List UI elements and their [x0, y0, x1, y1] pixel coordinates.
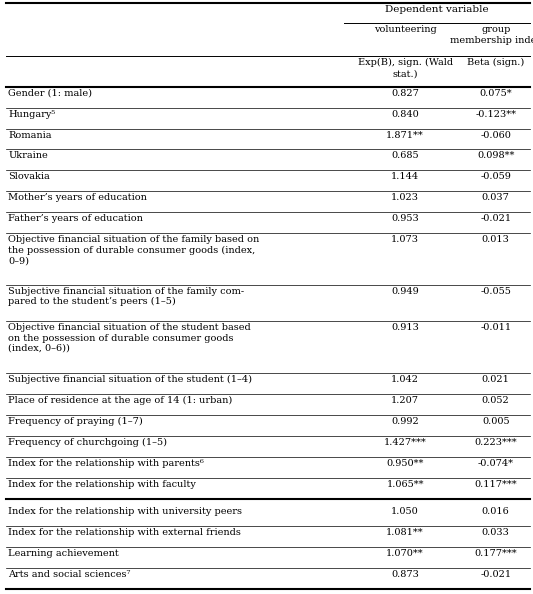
Text: 0.992: 0.992	[391, 417, 419, 426]
Text: -0.055: -0.055	[480, 287, 511, 296]
Text: 1.023: 1.023	[391, 193, 419, 203]
Text: Index for the relationship with external friends: Index for the relationship with external…	[8, 528, 241, 537]
Text: Index for the relationship with faculty: Index for the relationship with faculty	[8, 479, 196, 489]
Text: 1.042: 1.042	[391, 375, 419, 384]
Text: 1.065**: 1.065**	[386, 479, 424, 489]
Text: Place of residence at the age of 14 (1: urban): Place of residence at the age of 14 (1: …	[8, 396, 232, 405]
Text: 1.144: 1.144	[391, 172, 419, 181]
Text: 0.177***: 0.177***	[474, 549, 517, 558]
Text: Objective financial situation of the family based on
the possession of durable c: Objective financial situation of the fam…	[8, 235, 260, 265]
Text: Mother’s years of education: Mother’s years of education	[8, 193, 147, 203]
Text: group
membership index: group membership index	[450, 25, 533, 45]
Text: 1.073: 1.073	[391, 235, 419, 244]
Text: Frequency of churchgoing (1–5): Frequency of churchgoing (1–5)	[8, 438, 167, 447]
Text: 0.005: 0.005	[482, 417, 510, 426]
Text: Subjective financial situation of the student (1–4): Subjective financial situation of the st…	[8, 375, 252, 384]
Text: 1.427***: 1.427***	[384, 438, 426, 447]
Text: 0.052: 0.052	[482, 396, 510, 405]
Text: -0.021: -0.021	[480, 214, 511, 223]
Text: 0.117***: 0.117***	[474, 479, 517, 489]
Text: -0.123**: -0.123**	[475, 110, 516, 119]
Text: 0.840: 0.840	[391, 110, 419, 119]
Text: -0.059: -0.059	[480, 172, 511, 181]
Text: Dependent variable: Dependent variable	[385, 5, 489, 14]
Text: 1.070**: 1.070**	[386, 549, 424, 558]
Text: Exp(B), sign. (Wald
stat.): Exp(B), sign. (Wald stat.)	[358, 58, 453, 78]
Text: Romania: Romania	[8, 131, 52, 140]
Text: -0.074*: -0.074*	[478, 459, 514, 467]
Text: 0.827: 0.827	[391, 89, 419, 97]
Text: -0.021: -0.021	[480, 570, 511, 579]
Text: Slovakia: Slovakia	[8, 172, 50, 181]
Text: 0.873: 0.873	[391, 570, 419, 579]
Text: 0.223***: 0.223***	[474, 438, 517, 447]
Text: 1.050: 1.050	[391, 507, 419, 516]
Text: volunteering: volunteering	[374, 25, 437, 34]
Text: Hungary⁵: Hungary⁵	[8, 110, 55, 119]
Text: -0.011: -0.011	[480, 323, 511, 332]
Text: 0.685: 0.685	[391, 151, 419, 160]
Text: 0.021: 0.021	[482, 375, 510, 384]
Text: 1.081**: 1.081**	[386, 528, 424, 537]
Text: 0.075*: 0.075*	[479, 89, 512, 97]
Text: Index for the relationship with parents⁶: Index for the relationship with parents⁶	[8, 459, 204, 467]
Text: 1.207: 1.207	[391, 396, 419, 405]
Text: 1.871**: 1.871**	[386, 131, 424, 140]
Text: 0.913: 0.913	[391, 323, 419, 332]
Text: 0.016: 0.016	[482, 507, 510, 516]
Text: Frequency of praying (1–7): Frequency of praying (1–7)	[8, 417, 143, 426]
Text: Gender (1: male): Gender (1: male)	[8, 89, 92, 97]
Text: 0.098**: 0.098**	[477, 151, 514, 160]
Text: Objective financial situation of the student based
on the possession of durable : Objective financial situation of the stu…	[8, 323, 251, 353]
Text: Arts and social sciences⁷: Arts and social sciences⁷	[8, 570, 131, 579]
Text: Subjective financial situation of the family com-
pared to the student’s peers (: Subjective financial situation of the fa…	[8, 287, 244, 307]
Text: Index for the relationship with university peers: Index for the relationship with universi…	[8, 507, 242, 516]
Text: Learning achievement: Learning achievement	[8, 549, 119, 558]
Text: 0.013: 0.013	[482, 235, 510, 244]
Text: Beta (sign.): Beta (sign.)	[467, 58, 524, 67]
Text: 0.953: 0.953	[391, 214, 419, 223]
Text: 0.033: 0.033	[482, 528, 510, 537]
Text: -0.060: -0.060	[480, 131, 511, 140]
Text: 0.037: 0.037	[482, 193, 510, 203]
Text: 0.950**: 0.950**	[386, 459, 424, 467]
Text: Ukraine: Ukraine	[8, 151, 48, 160]
Text: Father’s years of education: Father’s years of education	[8, 214, 143, 223]
Text: 0.949: 0.949	[391, 287, 419, 296]
